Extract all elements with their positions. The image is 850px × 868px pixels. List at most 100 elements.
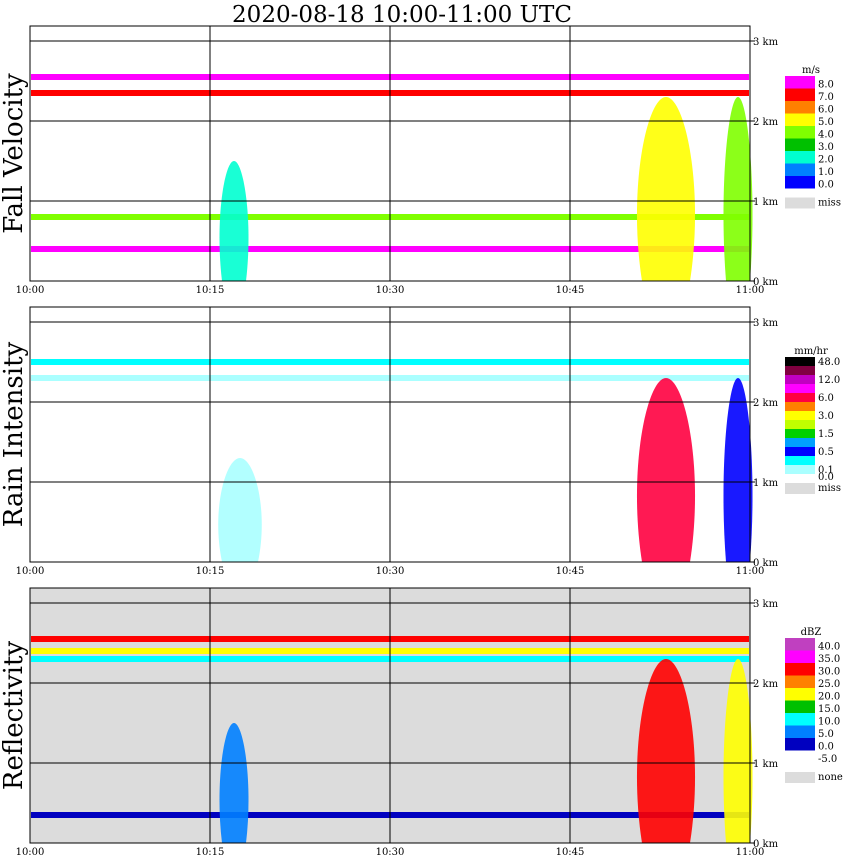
x-tick-label: 10:15	[196, 847, 225, 858]
legend-swatch	[785, 456, 815, 465]
x-tick-label: 10:15	[196, 285, 225, 296]
legend-label: 1.5	[818, 429, 834, 440]
legend-label: 0.0	[818, 180, 834, 191]
x-tick-label: 10:00	[16, 847, 45, 858]
echo-cell	[636, 378, 696, 562]
legend-swatch	[785, 126, 815, 139]
legend-swatch	[785, 438, 815, 447]
legend-label: 15.0	[818, 704, 840, 715]
legend-label: 0.1	[818, 465, 834, 476]
echo-cell	[636, 659, 696, 843]
x-tick-label: 11:00	[736, 285, 765, 296]
x-tick-label: 10:45	[556, 566, 585, 577]
echo-cell	[636, 97, 696, 281]
legend-swatch	[785, 151, 815, 164]
legend-swatch	[785, 402, 815, 411]
legend-label: -5.0	[818, 754, 837, 765]
legend-swatch	[785, 384, 815, 393]
x-tick-label: 10:45	[556, 285, 585, 296]
x-tick-label: 10:30	[376, 285, 405, 296]
legend-swatch	[785, 738, 815, 751]
legend-swatch	[785, 76, 815, 89]
legend-swatch	[785, 138, 815, 151]
legend-label: 4.0	[818, 130, 834, 141]
height-tick-label: 3 km	[753, 37, 779, 48]
legend-swatch	[785, 88, 815, 101]
height-tick-label: 0 km	[753, 839, 779, 850]
x-tick-label: 10:30	[376, 847, 405, 858]
panel-2: 10:00 10:15 10:30 10:45 11:00 3 km 2 km 1 km 0 k…	[0, 306, 841, 577]
legend-swatch	[785, 650, 815, 663]
legend-title: m/s	[802, 65, 820, 76]
legend-swatch	[785, 675, 815, 688]
legend-label: 5.0	[818, 729, 834, 740]
legend-label: 25.0	[818, 679, 840, 690]
x-tick-label: 11:00	[736, 566, 765, 577]
x-tick-label: 10:45	[556, 847, 585, 858]
legend-swatch	[785, 420, 815, 429]
legend-swatch	[785, 411, 815, 420]
legend-label: 0.5	[818, 447, 834, 458]
legend-swatch	[785, 663, 815, 676]
panels: 10:00 10:15 10:30 10:45 11:00 3 km 2 km 1 km 0 k…	[0, 25, 843, 858]
legend-missing-swatch	[785, 197, 815, 209]
panel-3: 10:00 10:15 10:30 10:45 11:00 3 km 2 km 1 km 0 k…	[0, 587, 843, 858]
legend-label: 48.0	[818, 357, 840, 368]
panel-ylabel: Fall Velocity	[0, 73, 29, 234]
x-tick-label: 11:00	[736, 847, 765, 858]
legend-label: 12.0	[818, 375, 840, 386]
plot-frame	[29, 25, 751, 282]
legend-label: 30.0	[818, 667, 840, 678]
legend-label: 8.0	[818, 80, 834, 91]
legend-swatch	[785, 750, 815, 763]
height-tick-label: 3 km	[753, 599, 779, 610]
legend-zero-label: 0.0	[818, 472, 834, 483]
x-tick-label: 10:00	[16, 566, 45, 577]
figure-title: 2020-08-18 10:00-11:00 UTC	[232, 2, 572, 28]
legend-swatch	[785, 375, 815, 384]
legend-label: 3.0	[818, 411, 834, 422]
legend-swatch	[785, 688, 815, 701]
legend-swatch	[785, 163, 815, 176]
echo-cell	[723, 659, 753, 843]
x-tick-label: 10:30	[376, 566, 405, 577]
height-tick-label: 1 km	[753, 197, 779, 208]
legend-swatch	[785, 638, 815, 651]
height-tick-label: 1 km	[753, 759, 779, 770]
legend-label: 6.0	[818, 105, 834, 116]
legend-title: dBZ	[801, 627, 822, 638]
echo-cell	[219, 161, 249, 281]
legend-swatch	[785, 465, 815, 474]
x-tick-label: 10:15	[196, 566, 225, 577]
legend-swatch	[785, 447, 815, 456]
legend-swatch	[785, 366, 815, 375]
plot-frame	[29, 306, 751, 563]
height-tick-label: 3 km	[753, 318, 779, 329]
legend-title: mm/hr	[794, 346, 828, 357]
echo-cell	[723, 97, 753, 281]
legend-swatch	[785, 429, 815, 438]
legend-label: 5.0	[818, 117, 834, 128]
echo-cell	[218, 458, 262, 562]
echo-cell	[219, 723, 249, 843]
legend-swatch	[785, 725, 815, 738]
panel-ylabel: Rain Intensity	[0, 341, 29, 527]
legend-swatch	[785, 101, 815, 114]
legend-label: 3.0	[818, 142, 834, 153]
height-tick-label: 2 km	[753, 679, 779, 690]
legend-swatch	[785, 393, 815, 402]
legend-missing-swatch	[785, 772, 815, 783]
legend-label: 2.0	[818, 155, 834, 166]
legend-missing-label: none	[818, 772, 843, 783]
legend-missing-label: miss	[818, 198, 841, 209]
legend-label: 6.0	[818, 393, 834, 404]
legend-swatch	[785, 113, 815, 126]
panel-1: 10:00 10:15 10:30 10:45 11:00 3 km 2 km 1 km 0 k…	[0, 25, 841, 296]
legend-swatch	[785, 713, 815, 726]
legend-swatch	[785, 700, 815, 713]
legend-label: 20.0	[818, 692, 840, 703]
legend-label: 1.0	[818, 167, 834, 178]
height-tick-label: 1 km	[753, 478, 779, 489]
legend-label: 7.0	[818, 92, 834, 103]
